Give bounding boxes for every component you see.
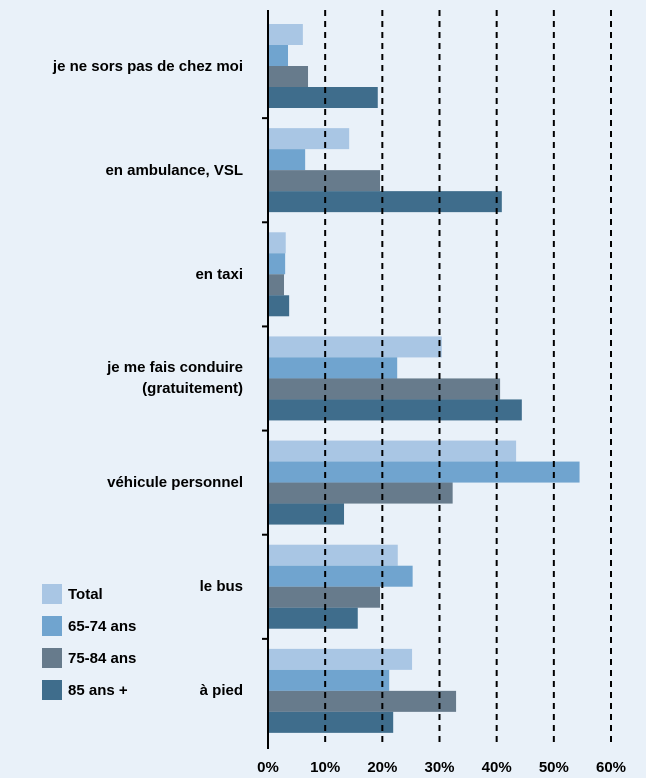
legend-swatch — [42, 648, 62, 668]
category-label-box: véhicule personnel — [0, 431, 243, 535]
bar — [268, 170, 381, 192]
bar — [268, 87, 378, 108]
bar — [268, 378, 501, 400]
legend-label: 75-84 ans — [68, 650, 136, 667]
category-label-box: je me fais conduire (gratuitement) — [0, 326, 243, 430]
bar — [268, 544, 398, 566]
bar — [268, 669, 390, 691]
legend-swatch — [42, 584, 62, 604]
bar — [268, 149, 306, 171]
legend-swatch — [42, 680, 62, 700]
bar — [268, 565, 413, 587]
category-label-box: à pied — [0, 639, 243, 743]
legend-swatch — [42, 616, 62, 636]
x-tick-label: 0% — [257, 759, 279, 776]
bar — [268, 648, 413, 670]
bar — [268, 503, 345, 525]
y-tick-label: véhicule personnel — [107, 474, 243, 492]
bar — [268, 440, 517, 462]
bar — [268, 274, 285, 296]
y-tick-label: le bus — [199, 578, 243, 596]
x-tick-label: 10% — [310, 759, 340, 776]
bar — [268, 357, 398, 379]
bar — [268, 295, 290, 317]
bar — [268, 607, 358, 629]
bar — [268, 128, 350, 150]
bar — [268, 586, 381, 608]
y-tick-label: à pied — [199, 682, 243, 700]
bar — [268, 24, 303, 45]
x-tick-label: 60% — [596, 759, 626, 776]
legend-label: Total — [68, 586, 103, 603]
bar — [268, 45, 289, 66]
y-tick-label: je ne sors pas de chez moi — [52, 57, 243, 75]
bar — [268, 461, 580, 483]
bar — [268, 336, 442, 358]
bar — [268, 711, 394, 733]
x-tick-label: 40% — [482, 759, 512, 776]
category-label-box: je ne sors pas de chez moi — [0, 14, 243, 118]
bar — [268, 690, 457, 712]
category-label-box: le bus — [0, 535, 243, 639]
category-label-box: en ambulance, VSL — [0, 118, 243, 222]
legend-label: 85 ans + — [68, 682, 128, 699]
y-tick-label: en ambulance, VSL — [105, 161, 243, 179]
bar — [268, 482, 453, 504]
bar — [268, 232, 286, 254]
x-tick-label: 50% — [539, 759, 569, 776]
y-tick-label: en taxi — [195, 265, 243, 283]
y-tick-label: je me fais conduire (gratuitement) — [107, 359, 243, 398]
category-label-box: en taxi — [0, 222, 243, 326]
bar — [268, 399, 522, 421]
bar — [268, 253, 286, 275]
bar — [268, 66, 309, 87]
legend-label: 65-74 ans — [68, 618, 136, 635]
x-tick-label: 20% — [367, 759, 397, 776]
bar — [268, 191, 502, 213]
x-tick-label: 30% — [424, 759, 454, 776]
